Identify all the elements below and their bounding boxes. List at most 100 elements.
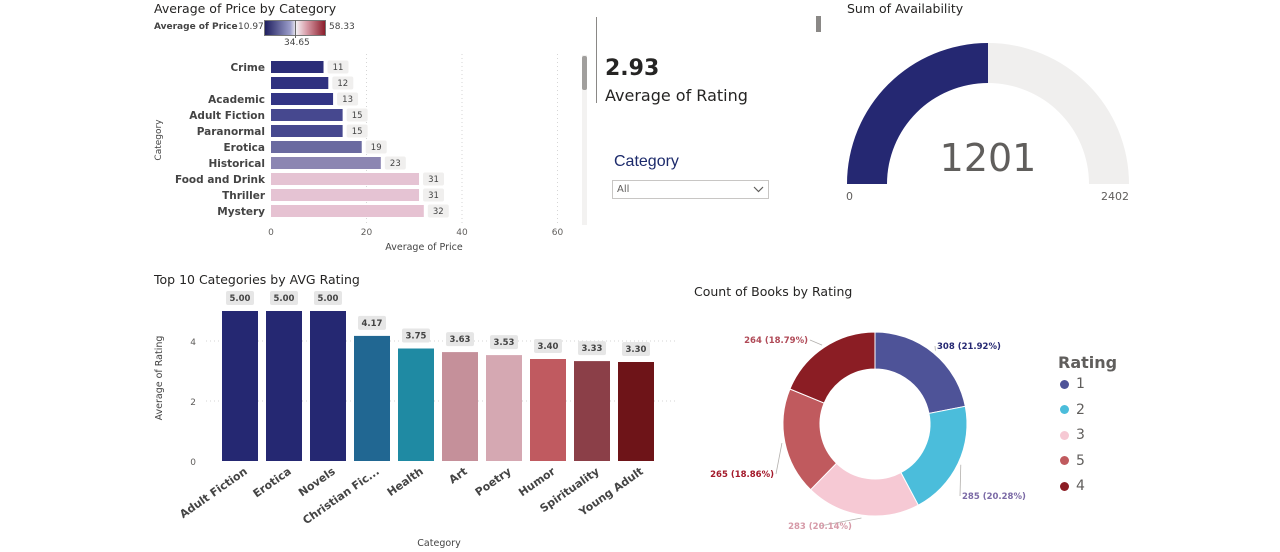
rating-category-label: Erotica: [251, 465, 294, 501]
rating-data-label-bg: [314, 291, 342, 305]
price-bar[interactable]: [271, 189, 420, 201]
rating-y-axis-title: Average of Rating: [154, 336, 165, 421]
rating-bar[interactable]: [310, 311, 346, 461]
rating-y-tick-label: 4: [190, 338, 196, 348]
rating-category-label: Health: [385, 465, 426, 499]
donut-data-label: 308 (21.92%): [937, 342, 1001, 352]
rating-data-label-bg: [402, 328, 430, 343]
price-data-label-bg: [427, 204, 449, 218]
price-x-tick-label: 60: [552, 228, 564, 238]
rating-bar[interactable]: [530, 359, 566, 461]
legend-marker: [1060, 430, 1069, 440]
rating-data-label: 3.75: [406, 332, 427, 342]
gauge-resize-handle[interactable]: [816, 16, 821, 32]
rating-data-label: 3.63: [450, 335, 471, 345]
rating-bar[interactable]: [442, 352, 478, 461]
price-data-label-bg: [423, 172, 445, 186]
rating-donut-chart: 308 (21.92%) 285 (20.28%) 283 (20.14%) 265 …: [710, 331, 1026, 532]
price-data-label-bg: [332, 76, 354, 90]
price-data-label-bg: [365, 140, 387, 154]
rating-data-label-bg: [270, 291, 298, 305]
legend-label: 4: [1076, 478, 1085, 494]
legend-marker: [1060, 481, 1069, 491]
gauge-title: Sum of Availability: [847, 1, 964, 16]
price-category-label: Crime: [230, 62, 265, 74]
rating-data-label: 5.00: [230, 294, 251, 304]
rating-y-tick-label: 2: [190, 398, 196, 408]
rating-bar[interactable]: [486, 355, 522, 461]
rating-bar[interactable]: [398, 348, 434, 462]
donut-legend-title: Rating: [1058, 353, 1118, 372]
price-x-axis-title: Average of Price: [385, 242, 463, 253]
rating-data-label-bg: [358, 315, 386, 330]
price-bar[interactable]: [271, 125, 343, 137]
price-bar[interactable]: [271, 77, 329, 89]
price-chart-scrollbar[interactable]: [582, 56, 587, 90]
price-bar[interactable]: [271, 109, 343, 121]
price-bar[interactable]: [271, 93, 334, 105]
rating-x-axis-title: Category: [417, 538, 461, 549]
price-bar[interactable]: [271, 141, 362, 153]
donut-slice[interactable]: [789, 331, 876, 404]
donut-data-label: 283 (20.14%): [788, 522, 852, 532]
price-x-tick-label: 40: [456, 228, 468, 238]
kpi-label: Average of Rating: [605, 86, 748, 105]
price-bar[interactable]: [271, 205, 424, 217]
legend-marker: [1060, 379, 1069, 389]
rating-data-label-bg: [490, 335, 518, 350]
legend-item-rating-3[interactable]: 3: [1060, 427, 1085, 443]
price-legend-mid: 34.65: [284, 38, 310, 48]
price-x-tick-label: 0: [268, 228, 274, 238]
category-slicer-value: All: [617, 184, 630, 195]
price-data-label-bg: [423, 188, 445, 202]
rating-data-label: 4.17: [362, 319, 383, 329]
price-data-label: 11: [333, 63, 344, 73]
legend-item-rating-4[interactable]: 4: [1060, 478, 1085, 494]
price-data-label: 31: [428, 191, 439, 201]
rating-bar[interactable]: [574, 361, 610, 461]
donut-leader-line: [775, 443, 783, 475]
price-data-label-bg: [384, 156, 406, 170]
price-chart-title: Average of Price by Category: [154, 1, 337, 16]
rating-data-label-bg: [446, 332, 474, 347]
category-slicer-dropdown[interactable]: All: [612, 180, 769, 199]
legend-label: 5: [1076, 452, 1085, 469]
price-data-label: 31: [428, 175, 439, 185]
donut-data-label: 264 (18.79%): [744, 336, 808, 346]
rating-bar[interactable]: [618, 362, 654, 461]
rating-bar[interactable]: [266, 311, 302, 461]
rating-bar[interactable]: [354, 335, 390, 461]
rating-bar[interactable]: [222, 311, 258, 461]
gauge-value: 1201: [939, 136, 1037, 180]
price-data-label: 19: [371, 143, 382, 153]
legend-marker: [1060, 456, 1069, 465]
category-slicer-title: Category: [614, 153, 679, 170]
price-data-label-bg: [327, 60, 349, 74]
price-legend-max: 58.33: [329, 22, 355, 32]
availability-gauge: [847, 43, 1129, 184]
price-category-label: Academic: [208, 94, 265, 106]
legend-item-rating-2[interactable]: 2: [1060, 402, 1085, 418]
price-bar[interactable]: [271, 61, 324, 73]
price-bar[interactable]: [271, 173, 420, 185]
rating-category-label: Christian Fic...: [300, 465, 381, 527]
legend-label: 3: [1076, 427, 1085, 443]
price-legend-min: 10.97: [238, 22, 264, 32]
legend-item-rating-5[interactable]: 5: [1060, 453, 1085, 469]
gauge-max: 2402: [1101, 190, 1129, 203]
price-category-label: Adult Fiction: [189, 110, 265, 122]
rating-data-label-bg: [534, 339, 562, 353]
price-data-label-bg: [337, 92, 359, 106]
price-data-label: 12: [337, 79, 348, 89]
rating-y-tick-label: 0: [190, 458, 196, 468]
legend-item-rating-1[interactable]: 1: [1060, 376, 1085, 392]
rating-category-label: Art: [447, 465, 470, 487]
price-chart-scrollbar-track[interactable]: [582, 55, 587, 225]
price-bar-chart: 0 20 40 60 Crime 11 12 Academic 13 Adult Fiction 1…: [154, 54, 564, 253]
rating-data-label-bg: [622, 342, 650, 356]
rating-chart-title: Top 10 Categories by AVG Rating: [154, 272, 360, 287]
rating-data-label: 5.00: [274, 294, 295, 304]
rating-data-label: 3.53: [494, 338, 515, 348]
price-bar[interactable]: [271, 157, 381, 169]
price-y-axis-title: Category: [154, 119, 164, 161]
